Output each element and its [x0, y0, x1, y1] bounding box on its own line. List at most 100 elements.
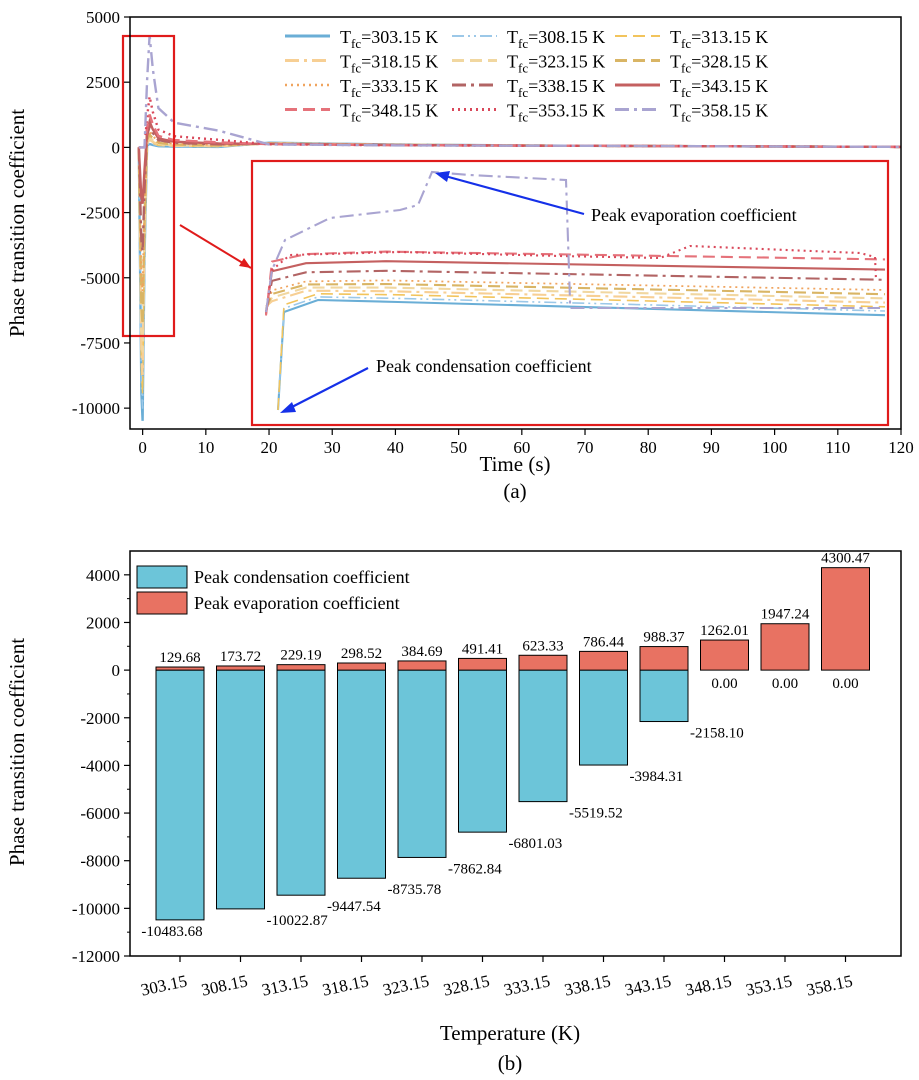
legend-value: =343.15 K: [691, 76, 768, 96]
condensation-bar: [155, 669, 205, 921]
panel-a-x-tick-label: 110: [825, 438, 850, 457]
legend-value: =318.15 K: [361, 52, 438, 72]
evaporation-data-label: 1947.24: [761, 607, 810, 623]
condensation-bar: [337, 669, 386, 879]
panel-b-y-tick-label: -2000: [80, 709, 120, 728]
panel-b-x-tick-label: 343.15: [623, 971, 673, 999]
condensation-data-label: -8735.78: [388, 882, 442, 898]
panel-a-y-tick-label: 0: [112, 138, 121, 157]
legend-subscript: fc: [351, 36, 361, 51]
legend-subscript: fc: [681, 36, 691, 51]
condensation-bar: [397, 669, 447, 858]
legend-value: =338.15 K: [528, 76, 605, 96]
legend-entry-label: Tfc=323.15 K: [507, 52, 605, 76]
legend-value: =348.15 K: [361, 101, 438, 121]
legend-subscript: fc: [518, 36, 528, 51]
legend-subscript: fc: [351, 85, 361, 100]
condensation-bar: [276, 669, 326, 896]
legend-value: =308.15 K: [528, 27, 605, 47]
legend-entry-label: Tfc=318.15 K: [340, 52, 438, 76]
evaporation-data-label: 298.52: [341, 646, 382, 662]
evaporation-arrow-head: [435, 171, 450, 182]
condensation-data-label: 0.00: [832, 676, 858, 692]
panel-a-y-axis-label: Phase transition coefficient: [5, 109, 29, 337]
legend-entry-label: Tfc=348.15 K: [340, 101, 438, 125]
legend-entry-label: Tfc=313.15 K: [670, 27, 768, 51]
panel-b-x-tick-label: 338.15: [563, 971, 613, 999]
panel-b-bar-chart: 129.68 -10483.68 173.72 -10022.87 229.19 -944…: [5, 550, 902, 1075]
panel-a-x-tick-label: 70: [577, 438, 594, 457]
inset-series-line: [277, 296, 886, 411]
evaporation-bar: [276, 664, 326, 671]
legend-prefix: T: [507, 101, 518, 121]
legend-value: =358.15 K: [691, 101, 768, 121]
evaporation-arrow: [444, 174, 585, 216]
condensation-data-label: -2158.10: [690, 726, 744, 742]
evaporation-data-label: 4300.47: [821, 551, 870, 567]
panel-b-x-tick-label: 333.15: [502, 971, 552, 999]
legend-subscript: fc: [351, 110, 361, 125]
legend-entry-label: Tfc=358.15 K: [670, 101, 768, 125]
evaporation-bar: [397, 660, 447, 671]
legend-subscript: fc: [681, 110, 691, 125]
panel-a-x-tick-label: 50: [450, 438, 467, 457]
condensation-data-label: -10022.87: [267, 913, 329, 929]
evaporation-data-label: 229.19: [280, 648, 321, 664]
legend-subscript: fc: [681, 85, 691, 100]
inset-series-line: [264, 170, 880, 313]
inset-series-line: [277, 292, 886, 411]
legend-entry-label: Tfc=308.15 K: [507, 27, 605, 51]
panel-a-y-tick-label: -5000: [80, 269, 120, 288]
panel-a-x-tick-label: 80: [640, 438, 657, 457]
condensation-arrow-head: [280, 402, 296, 413]
legend-subscript: fc: [518, 85, 528, 100]
legend-swatch: [136, 591, 188, 615]
condensation-data-label: -7862.84: [448, 861, 502, 877]
legend-value: =328.15 K: [691, 52, 768, 72]
panel-b-y-tick-label: -6000: [80, 804, 120, 823]
panel-b-y-tick-label: -10000: [72, 899, 120, 918]
legend-prefix: T: [507, 27, 518, 47]
legend-entry-label: Peak evaporation coefficient: [194, 593, 400, 613]
inset-series-line: [264, 260, 886, 315]
evaporation-data-label: 173.72: [220, 649, 261, 665]
panel-b-x-tick-label: 358.15: [805, 971, 855, 999]
evaporation-bar: [579, 650, 628, 671]
peak-condensation-annotation: Peak condensation coefficient: [376, 356, 592, 376]
panel-b-x-tick-label: 348.15: [684, 971, 734, 999]
evaporation-data-label: 988.37: [643, 630, 685, 646]
legend-prefix: T: [670, 27, 681, 47]
panel-b-y-tick-label: 4000: [86, 566, 120, 585]
legend-prefix: T: [670, 52, 681, 72]
panel-b-plot-frame: [129, 550, 902, 957]
condensation-data-label: 0.00: [711, 676, 737, 692]
evaporation-data-label: 786.44: [583, 634, 625, 650]
zoom-region-box: [121, 34, 176, 338]
evaporation-bar: [458, 657, 507, 671]
evaporation-bar: [518, 654, 568, 671]
inset-series-line: [264, 244, 878, 313]
panel-a-label: (a): [503, 479, 526, 503]
condensation-data-label: -3984.31: [630, 769, 684, 785]
evaporation-bar: [700, 639, 749, 671]
evaporation-data-label: 491.41: [462, 641, 503, 657]
panel-a-x-tick-label: 40: [387, 438, 404, 457]
panel-b-y-tick-label: -12000: [72, 947, 120, 966]
legend-entry-label: Tfc=343.15 K: [670, 76, 768, 100]
zoom-connector-arrow: [179, 224, 252, 269]
panel-b-x-tick-label: 308.15: [200, 971, 250, 999]
panel-a-x-tick-label: 20: [261, 438, 278, 457]
panel-a-x-tick-label: 120: [888, 438, 914, 457]
legend-prefix: T: [507, 76, 518, 96]
panel-a-line-chart: Peak evaporation coefficient Peak condens…: [5, 8, 914, 503]
legend-entry-label: Tfc=328.15 K: [670, 52, 768, 76]
legend-subscript: fc: [351, 61, 361, 76]
evaporation-bar: [639, 646, 689, 671]
condensation-arrow: [289, 367, 369, 409]
peak-evaporation-annotation: Peak evaporation coefficient: [591, 205, 797, 225]
panel-b-y-axis-label: Phase transition coefficient: [5, 638, 29, 866]
panel-a-series-line: [138, 35, 902, 149]
panel-a-y-tick-label: -10000: [72, 399, 120, 418]
condensation-bar: [518, 669, 568, 803]
